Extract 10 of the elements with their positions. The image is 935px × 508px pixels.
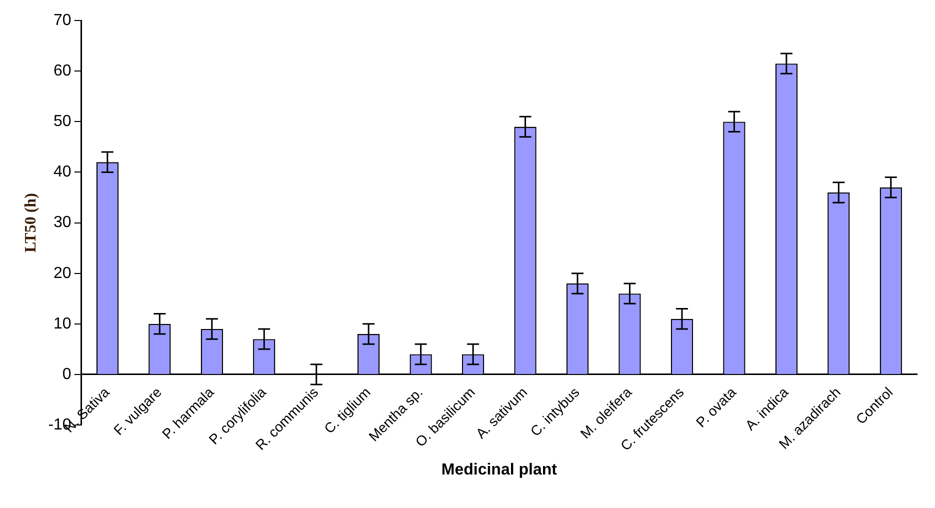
y-tick-label: 30 — [54, 214, 72, 232]
y-tick-label: 70 — [54, 12, 72, 30]
y-tick-label: 50 — [54, 113, 72, 130]
y-axis-title: LT50 (h) — [22, 193, 40, 253]
y-tick-label: 10 — [54, 315, 72, 332]
y-tick-label: 60 — [54, 62, 72, 80]
y-tick-label: 0 — [62, 366, 72, 383]
y-tick-label: 20 — [54, 264, 72, 282]
x-axis-title: Medicinal plant — [441, 462, 558, 479]
y-tick-label: 40 — [54, 164, 72, 181]
